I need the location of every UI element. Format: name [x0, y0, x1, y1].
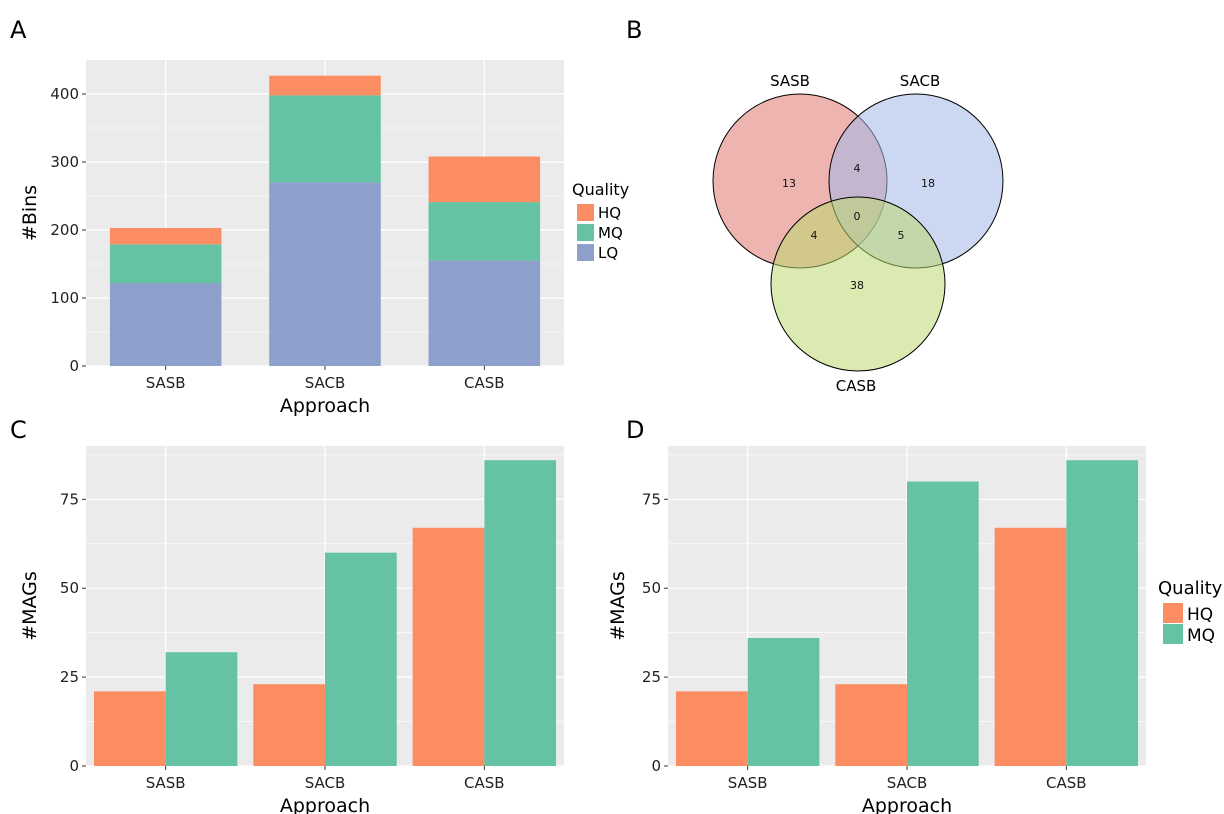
y-tick-label: 25: [642, 668, 661, 686]
bar-hq-sacb: [835, 684, 907, 766]
bar-mq-sasb: [109, 244, 222, 284]
venn-label-sacb: SACB: [900, 72, 941, 90]
bar-mq-casb: [484, 460, 557, 766]
x-tick-label: CASB: [464, 374, 505, 392]
legend-title: Quality: [1158, 578, 1223, 599]
bar-lq-sasb: [109, 283, 222, 366]
venn-count-sacb-casb: 5: [898, 229, 905, 242]
legend-label-hq: HQ: [598, 204, 621, 222]
bar-mq-sasb: [165, 652, 238, 766]
legend-label-mq: MQ: [598, 224, 623, 242]
bar-lq-casb: [428, 260, 541, 366]
y-tick-label: 400: [50, 85, 79, 103]
bar-hq-casb: [994, 527, 1067, 766]
venn-circle-casb: [770, 196, 946, 372]
bar-mq-sacb: [269, 95, 381, 183]
x-tick-label: SACB: [305, 774, 346, 792]
bar-hq-casb: [412, 527, 485, 766]
x-tick-label: SASB: [728, 774, 768, 792]
bar-mq-sasb: [747, 638, 820, 766]
legend-swatch-mq: [1163, 624, 1183, 644]
panel-letter-d: D: [626, 416, 644, 444]
y-axis-title: #Bins: [19, 185, 41, 241]
y-tick-label: 50: [642, 579, 661, 597]
venn-count-all: 0: [854, 210, 861, 223]
bar-hq-sacb: [269, 75, 381, 96]
legend-swatch-hq: [577, 204, 594, 221]
legend-title: Quality: [572, 180, 629, 199]
x-tick-label: SASB: [146, 774, 186, 792]
legend-swatch-lq: [577, 244, 594, 261]
panel-letter-b: B: [626, 16, 642, 44]
y-axis-title: #MAGs: [607, 571, 629, 641]
y-tick-label: 200: [50, 221, 79, 239]
venn-count-sasb-casb: 4: [811, 229, 818, 242]
venn-count-sasb-only: 13: [782, 177, 796, 190]
y-tick-label: 0: [69, 757, 79, 775]
venn-count-sacb-only: 18: [921, 177, 935, 190]
y-tick-label: 25: [60, 668, 79, 686]
x-axis-title: Approach: [280, 795, 370, 814]
x-tick-label: SACB: [887, 774, 928, 792]
venn-label-casb: CASB: [836, 377, 877, 395]
venn-count-sasb-sacb: 4: [854, 162, 861, 175]
x-tick-label: CASB: [464, 774, 505, 792]
y-tick-label: 50: [60, 579, 79, 597]
x-axis-title: Approach: [862, 795, 952, 814]
venn-count-casb-only: 38: [850, 279, 864, 292]
bar-mq-casb: [428, 202, 541, 261]
bar-hq-sasb: [93, 691, 166, 766]
y-tick-label: 75: [60, 490, 79, 508]
y-tick-label: 0: [69, 357, 79, 375]
legend-label-hq: HQ: [1187, 605, 1213, 625]
bar-mq-sacb: [325, 552, 397, 766]
legend-swatch-mq: [577, 224, 594, 241]
bar-hq-sasb: [109, 227, 222, 245]
bar-mq-casb: [1066, 460, 1139, 766]
panel-a-legend: Quality HQ MQ LQ: [572, 180, 629, 262]
panel-letter-c: C: [10, 416, 27, 444]
legend-swatch-hq: [1163, 603, 1183, 623]
y-tick-label: 75: [642, 490, 661, 508]
panel-b-venn-diagram: SASB SACB CASB 13 18 38 4 4 5 0: [712, 72, 1004, 395]
y-axis-title: #MAGs: [19, 571, 41, 641]
legend-label-mq: MQ: [1187, 626, 1215, 646]
y-tick-label: 300: [50, 153, 79, 171]
venn-label-sasb: SASB: [770, 72, 810, 90]
x-tick-label: SACB: [305, 374, 346, 392]
panel-d-grouped-bar-chart: 0 25 50 75 SASB SACB CASB Approach #MAGs: [607, 446, 1146, 814]
panel-letter-a: A: [10, 16, 27, 44]
panel-c-grouped-bar-chart: 0 25 50 75 SASB SACB CASB Approach #MAGs: [19, 446, 564, 814]
legend-label-lq: LQ: [598, 244, 618, 262]
bar-mq-sacb: [907, 481, 979, 766]
bar-hq-sacb: [253, 684, 325, 766]
y-tick-label: 100: [50, 289, 79, 307]
panel-a-stacked-bar-chart: 0 100 200 300 400 SASB SACB CASB Approach #Bins: [19, 60, 564, 417]
bar-hq-sasb: [675, 691, 748, 766]
x-tick-label: CASB: [1046, 774, 1087, 792]
y-tick-label: 0: [651, 757, 661, 775]
bar-lq-sacb: [269, 182, 381, 366]
bar-hq-casb: [428, 156, 541, 203]
x-tick-label: SASB: [146, 374, 186, 392]
x-axis-title: Approach: [280, 395, 370, 417]
